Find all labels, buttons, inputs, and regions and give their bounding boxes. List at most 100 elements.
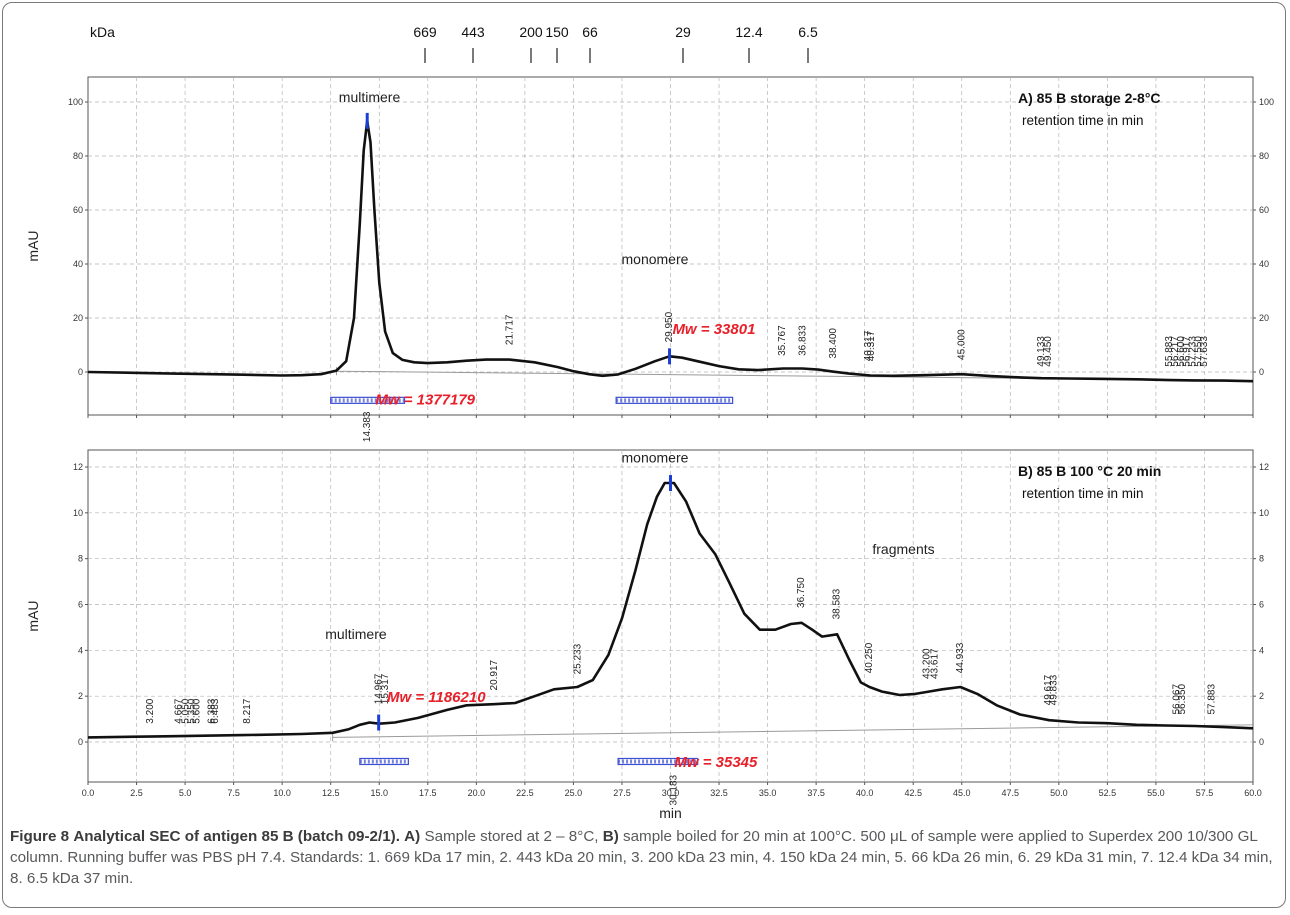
peak-retention-label: 29.950 [664,311,675,342]
mw-standards-scale: kDa 669 443 200 150 66 29 12.4 6.5 [90,24,818,63]
peak-retention-label: 43.200 [921,648,932,679]
x-tick-label: 0.0 [82,788,95,798]
peak-annotation: multimere [339,89,401,105]
panel-subtitle: retention time in min [1022,486,1144,501]
mw-standard-label: 6.5 [798,24,818,40]
x-tick-label: 37.5 [807,788,825,798]
x-tick-label: 10.0 [273,788,291,798]
peak-retention-label: 8.217 [242,698,253,723]
y-tick-label-left: 60 [73,205,83,215]
mw-standard-label: 66 [582,24,598,40]
peak-retention-label: 43.617 [930,648,941,679]
peak-retention-label: 6.383 [207,698,218,723]
peak-retention-label: 57.883 [1206,683,1217,714]
y-tick-label-left: 10 [73,508,83,518]
peak-retention-label: 40.250 [864,642,875,673]
peak-retention-label: 14.383 [362,411,373,442]
x-tick-label: 12.5 [322,788,340,798]
peak-retention-label: 49.133 [1036,336,1047,367]
peak-retention-label: 56.217 [1170,336,1181,367]
peak-annotation: monomere [622,251,689,267]
y-axis-label: mAU [25,600,41,631]
panel-title: A) 85 B storage 2-8°C [1018,90,1161,106]
y-tick-label-left: 0 [78,737,83,747]
peak-retention-label: 56.600 [1176,336,1187,367]
peak-annotation: fragments [872,541,934,557]
panel-title: B) 85 B 100 °C 20 min [1018,463,1161,479]
x-tick-label: 55.0 [1147,788,1165,798]
y-tick-label-left: 80 [73,151,83,161]
peak-retention-label: 57.233 [1187,336,1198,367]
y-tick-label-right: 0 [1259,367,1264,377]
peak-retention-label: 6.483 [210,698,221,723]
y-tick-label-left: 0 [78,367,83,377]
peak-retention-label: 44.933 [955,642,966,673]
peak-annotation: monomere [622,449,689,465]
peak-retention-label: 36.833 [798,325,809,356]
y-tick-label-right: 12 [1259,462,1269,472]
peak-retention-label: 56.067 [1171,683,1182,714]
peak-retention-label: 56.350 [1177,683,1188,714]
y-tick-label-right: 100 [1259,97,1274,107]
mw-annotation: Mw = 35345 [674,754,758,771]
x-tick-label: 45.0 [953,788,971,798]
chromatogram-trace [87,481,1254,739]
x-tick-label: 17.5 [419,788,437,798]
y-tick-label-right: 40 [1259,259,1269,269]
peak-retention-label: 15.317 [380,673,391,704]
mw-annotation: Mw = 1186210 [387,689,486,706]
y-tick-label-right: 10 [1259,508,1269,518]
caption-b-text: sample boiled for 20 min at 100°C. 500 μ… [10,828,1273,887]
x-tick-label: 20.0 [468,788,486,798]
caption-a-label: A) [404,828,421,845]
chromatogram-trace [87,119,1254,383]
y-tick-label-left: 12 [73,462,83,472]
peak-retention-label: 55.883 [1164,336,1175,367]
mw-annotation: Mw = 1377179 [375,391,475,408]
x-tick-label: 52.5 [1099,788,1117,798]
y-tick-label-left: 4 [78,645,83,655]
peak-retention-label: 14.967 [373,673,384,704]
peak-retention-label: 5.350 [187,698,198,723]
mw-standard-label: 443 [461,24,485,40]
y-tick-label-left: 100 [68,97,83,107]
x-tick-label: 42.5 [904,788,922,798]
y-tick-label-right: 4 [1259,645,1264,655]
x-tick-label: 25.0 [565,788,583,798]
peak-retention-label: 5.600 [191,698,202,723]
mw-standard-label: 29 [675,24,691,40]
panel-subtitle: retention time in min [1022,113,1144,128]
mw-annotation: Mw = 33801 [672,321,755,338]
peak-retention-label: 45.000 [956,329,967,360]
x-tick-label: 57.5 [1196,788,1214,798]
peak-retention-label: 57.550 [1193,336,1204,367]
mw-standard-label: 200 [519,24,543,40]
caption-a-text: Sample stored at 2 – 8°C, [424,828,599,845]
mw-standard-label: 669 [413,24,437,40]
x-axis-label: min [659,805,682,821]
peak-retention-label: 49.617 [1043,674,1054,705]
peak-retention-label: 49.833 [1049,674,1060,705]
x-tick-label: 2.5 [130,788,143,798]
y-tick-label-left: 20 [73,313,83,323]
peak-retention-label: 20.917 [489,659,500,690]
peak-retention-label: 49.450 [1043,336,1054,367]
x-tick-label: 15.0 [370,788,388,798]
caption-figure-title: Analytical SEC of antigen 85 B (batch 09… [73,828,400,845]
y-tick-label-right: 20 [1259,313,1269,323]
mw-scale-unit: kDa [90,24,115,40]
y-tick-label-left: 8 [78,554,83,564]
y-tick-label-right: 80 [1259,151,1269,161]
x-tick-label: 47.5 [1002,788,1020,798]
x-tick-label: 27.5 [613,788,631,798]
panel-b: 0 0 2 2 4 4 6 6 8 8 10 10 12 12 mAU 0.0 2.5 5.0 7.5 10.0 12.… [25,449,1269,821]
peak-retention-label: 38.400 [828,328,839,359]
peak-annotation: multimere [325,626,387,642]
peak-retention-label: 3.200 [145,698,156,723]
peak-retention-label: 57.633 [1199,336,1210,367]
y-tick-label-right: 6 [1259,600,1264,610]
y-axis-label: mAU [25,230,41,261]
caption-figure-label: Figure 8 [10,828,70,845]
integration-baseline [332,724,1254,738]
